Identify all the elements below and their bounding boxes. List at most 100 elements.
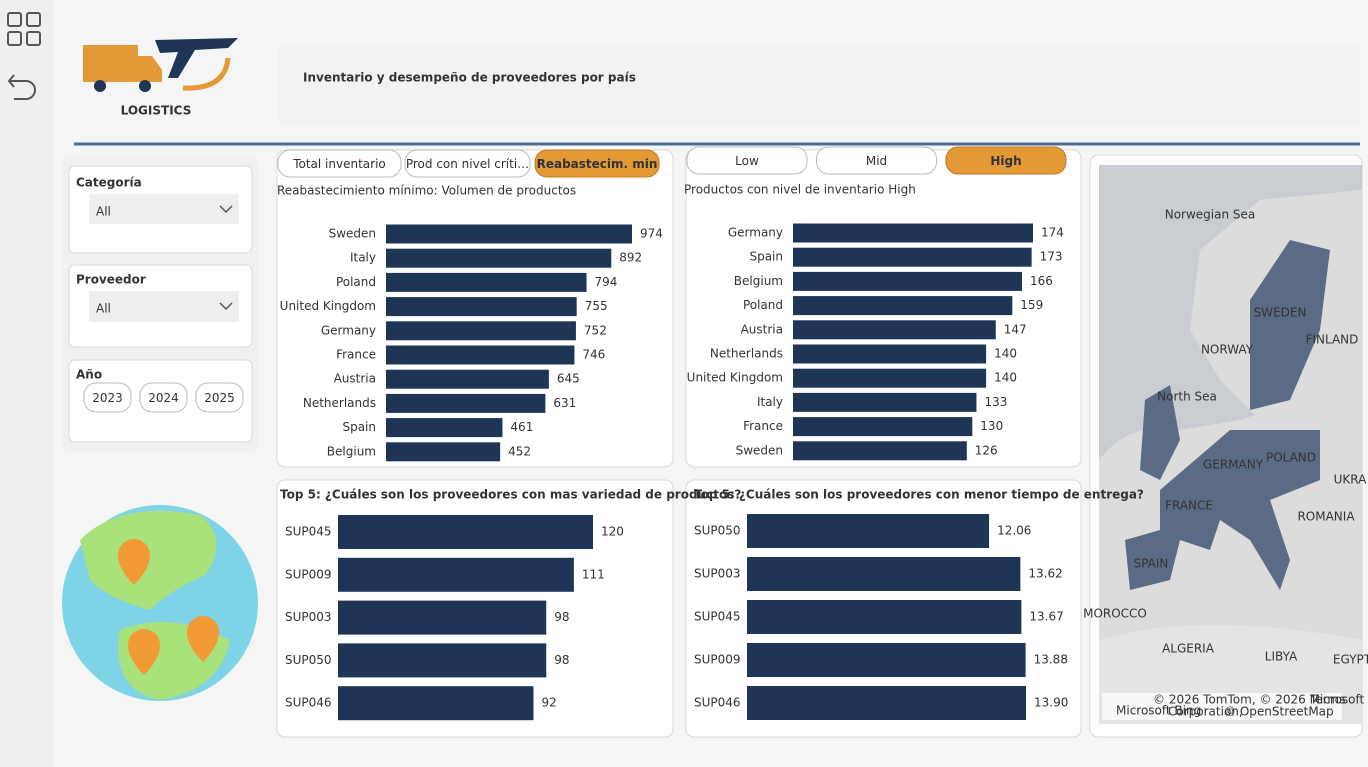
bar — [747, 557, 1021, 591]
value-label: 645 — [557, 372, 580, 386]
button-label: High — [990, 154, 1021, 168]
map-label: North Sea — [1157, 390, 1217, 404]
bar — [793, 344, 987, 364]
chart-title: Top 5: ¿Cuáles son los proveedores con m… — [280, 488, 741, 502]
button[interactable]: Prod con nivel críti… — [404, 149, 531, 178]
button[interactable]: 2024 — [139, 382, 188, 413]
button[interactable]: Reabastecim. min — [534, 149, 660, 178]
filter-label: Categoría — [76, 176, 142, 190]
bar — [386, 248, 612, 268]
value-label: 98 — [554, 653, 569, 667]
button-bg — [945, 146, 1067, 175]
map-label: SPAIN — [1134, 557, 1169, 571]
map-attribution: © 2026 TomTom, © 2026 Microsoft — [1153, 693, 1365, 707]
chart-title: Productos con nivel de inventario High — [684, 183, 916, 197]
button-label: Mid — [866, 154, 887, 168]
button-bg — [195, 382, 244, 413]
value-label: 159 — [1020, 298, 1043, 312]
button-bg — [534, 149, 660, 178]
button[interactable]: 2023 — [83, 382, 132, 413]
category-label: SUP003 — [694, 567, 741, 581]
value-label: 752 — [584, 323, 607, 337]
button-bg — [404, 149, 531, 178]
button-label: Reabastecim. min — [537, 157, 658, 171]
value-label: 120 — [601, 525, 624, 539]
category-label: SUP046 — [694, 696, 741, 710]
value-label: 126 — [975, 443, 998, 457]
value-label: 174 — [1041, 226, 1064, 240]
bar — [747, 686, 1026, 720]
button[interactable]: 2025 — [195, 382, 244, 413]
map-label: FINLAND — [1306, 333, 1359, 347]
button-label: 2024 — [148, 391, 179, 405]
bar — [386, 345, 575, 365]
value-label: 173 — [1040, 250, 1063, 264]
button[interactable]: High — [945, 146, 1067, 175]
bar — [338, 600, 547, 635]
category-label: SUP009 — [694, 653, 741, 667]
bar — [793, 296, 1013, 316]
grid-icon[interactable] — [7, 12, 41, 46]
bar — [338, 515, 593, 549]
button[interactable]: Total inventario — [277, 149, 402, 178]
bar — [386, 369, 549, 389]
value-label: 794 — [595, 275, 618, 289]
value-label: 130 — [980, 419, 1003, 433]
button-bg — [277, 149, 402, 178]
value-label: 892 — [619, 251, 642, 265]
chart-title: Reabastecimiento mínimo: Volumen de prod… — [277, 184, 576, 198]
map-attribution[interactable]: Terms — [1309, 693, 1345, 707]
map-label: FRANCE — [1165, 499, 1213, 513]
map-label: EGYPT — [1333, 653, 1368, 667]
category-label: SUP050 — [285, 653, 332, 667]
back-icon[interactable] — [7, 74, 36, 100]
logo-text: LOGISTICS — [121, 104, 192, 118]
value-label: 631 — [553, 396, 576, 410]
bar — [747, 600, 1022, 634]
dropdown[interactable]: All — [89, 291, 239, 322]
bar — [747, 643, 1026, 677]
bar — [793, 247, 1032, 267]
logo: LOGISTICS — [83, 38, 238, 118]
bar — [386, 393, 546, 413]
category-label: Poland — [743, 298, 783, 312]
map-label: MOROCCO — [1083, 607, 1147, 621]
bar — [386, 224, 632, 244]
bar — [793, 417, 973, 437]
category-label: France — [743, 419, 783, 433]
map-label: UKRA — [1334, 473, 1368, 487]
value-label: 147 — [1004, 322, 1027, 336]
bar — [793, 223, 1033, 243]
bar — [386, 442, 501, 462]
category-label: SUP003 — [285, 610, 332, 624]
bar — [338, 643, 547, 678]
button[interactable]: Low — [686, 146, 808, 175]
value-label: 140 — [994, 347, 1017, 361]
value-label: 111 — [582, 567, 605, 581]
button-bg — [816, 146, 937, 175]
map-label: POLAND — [1266, 451, 1316, 465]
dropdown-value: All — [96, 205, 111, 219]
value-label: 755 — [585, 299, 608, 313]
value-label: 461 — [510, 420, 533, 434]
category-label: United Kingdom — [280, 299, 376, 313]
dropdown[interactable]: All — [89, 194, 239, 224]
button[interactable]: Mid — [816, 146, 937, 175]
value-label: 166 — [1030, 274, 1053, 288]
button-label: Total inventario — [292, 157, 386, 171]
value-label: 974 — [640, 227, 663, 241]
value-label: 13.67 — [1029, 610, 1063, 624]
page-title: Inventario y desempeño de proveedores po… — [303, 71, 636, 85]
bar — [386, 418, 503, 438]
chart-title: Top 5: ¿Cuáles son los proveedores con m… — [694, 488, 1144, 502]
category-label: Belgium — [327, 444, 376, 458]
category-label: United Kingdom — [687, 371, 783, 385]
bar — [386, 272, 587, 292]
value-label: 140 — [994, 371, 1017, 385]
map-label: LIBYA — [1265, 650, 1298, 664]
map-attribution[interactable]: © OpenStreetMap — [1224, 705, 1334, 719]
value-label: 13.62 — [1028, 567, 1062, 581]
bar — [747, 514, 990, 548]
category-label: Austria — [334, 372, 376, 386]
